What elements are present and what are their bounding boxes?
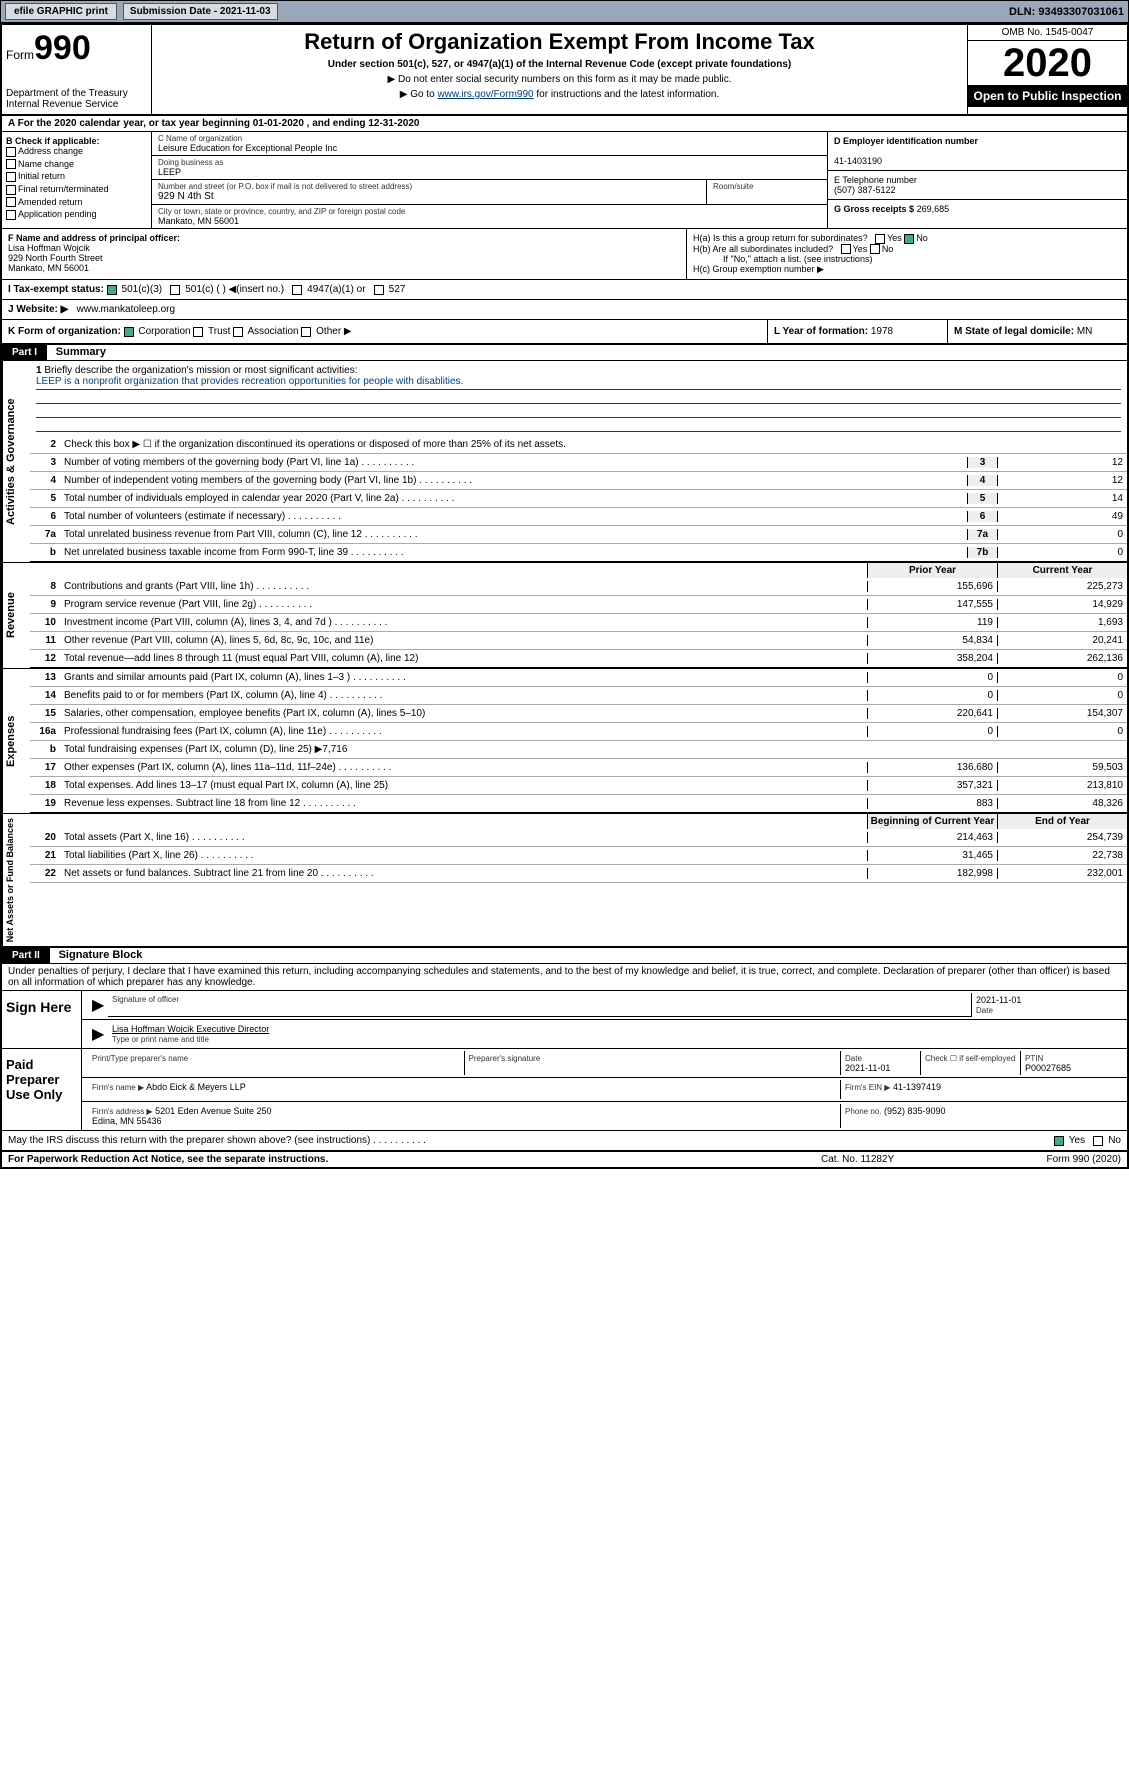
street-address: 929 N 4th St	[158, 191, 700, 202]
section-c-org-info: C Name of organization Leisure Education…	[152, 132, 827, 228]
ein: 41-1403190	[834, 156, 882, 166]
ssn-warning: ▶ Do not enter social security numbers o…	[160, 74, 959, 85]
omb-number: OMB No. 1545-0047	[968, 25, 1127, 41]
form-footer: For Paperwork Reduction Act Notice, see …	[2, 1151, 1127, 1167]
side-net-assets: Net Assets or Fund Balances	[2, 814, 30, 946]
section-d-e-g: D Employer identification number 41-1403…	[827, 132, 1127, 228]
tax-year-row: A For the 2020 calendar year, or tax yea…	[2, 116, 1127, 132]
chk-501c3[interactable]	[107, 285, 117, 295]
firm-ein: 41-1397419	[893, 1082, 941, 1092]
form-of-org: K Form of organization: Corporation Trus…	[2, 320, 767, 343]
chk-final-return[interactable]: Final return/terminated	[6, 184, 147, 195]
website-url[interactable]: www.mankatoleep.org	[77, 304, 175, 315]
part2-header: Part II	[2, 948, 50, 963]
irs-link[interactable]: www.irs.gov/Form990	[437, 89, 533, 100]
submission-date: Submission Date - 2021-11-03	[123, 3, 278, 20]
sign-here-label: Sign Here	[2, 991, 82, 1048]
form-header: Form990 Department of the Treasury Inter…	[2, 25, 1127, 116]
top-toolbar: efile GRAPHIC print Submission Date - 20…	[0, 0, 1129, 23]
org-name: Leisure Education for Exceptional People…	[158, 143, 821, 153]
firm-name: Abdo Eick & Meyers LLP	[146, 1082, 246, 1092]
chk-name-change[interactable]: Name change	[6, 159, 147, 170]
department-label: Department of the Treasury Internal Reve…	[6, 88, 147, 110]
open-to-public: Open to Public Inspection	[968, 85, 1127, 107]
side-expenses: Expenses	[2, 669, 30, 813]
city-state-zip: Mankato, MN 56001	[158, 216, 821, 226]
form-title: Return of Organization Exempt From Incom…	[160, 29, 959, 55]
side-activities: Activities & Governance	[2, 361, 30, 562]
chk-app-pending[interactable]: Application pending	[6, 209, 147, 220]
section-h: H(a) Is this a group return for subordin…	[687, 229, 1127, 279]
part2-title: Signature Block	[53, 947, 149, 963]
chk-amended[interactable]: Amended return	[6, 197, 147, 208]
mission-text: LEEP is a nonprofit organization that pr…	[36, 376, 1121, 390]
side-revenue: Revenue	[2, 563, 30, 668]
state-domicile: M State of legal domicile: MN	[947, 320, 1127, 343]
dba-name: LEEP	[158, 167, 821, 177]
website-row: J Website: ▶ www.mankatoleep.org	[2, 300, 1127, 320]
year-formation: L Year of formation: 1978	[767, 320, 947, 343]
dln-number: DLN: 93493307031061	[1009, 6, 1124, 18]
section-b-checkboxes: B Check if applicable: Address change Na…	[2, 132, 152, 228]
officer-name: Lisa Hoffman Wojcik Executive Director	[112, 1024, 269, 1034]
chk-initial-return[interactable]: Initial return	[6, 171, 147, 182]
efile-print-button[interactable]: efile GRAPHIC print	[5, 3, 117, 20]
instructions-link-row: ▶ Go to www.irs.gov/Form990 for instruct…	[160, 89, 959, 100]
form-subtitle: Under section 501(c), 527, or 4947(a)(1)…	[160, 59, 959, 70]
ptin: P00027685	[1025, 1063, 1071, 1073]
gross-receipts: 269,685	[917, 204, 950, 214]
paid-preparer-label: Paid Preparer Use Only	[2, 1049, 82, 1130]
chk-address-change[interactable]: Address change	[6, 146, 147, 157]
part1-header: Part I	[2, 345, 47, 360]
tax-year: 2020	[968, 41, 1127, 85]
tax-exempt-status: I Tax-exempt status: 501(c)(3) 501(c) ( …	[2, 280, 1127, 300]
telephone: (507) 387-5122	[834, 185, 896, 195]
form-number: Form990	[6, 29, 147, 68]
perjury-declaration: Under penalties of perjury, I declare th…	[2, 964, 1127, 991]
section-f-officer: F Name and address of principal officer:…	[2, 229, 687, 279]
part1-title: Summary	[50, 344, 112, 360]
discuss-with-preparer: May the IRS discuss this return with the…	[2, 1131, 1127, 1151]
firm-phone: (952) 835-9090	[884, 1106, 946, 1116]
